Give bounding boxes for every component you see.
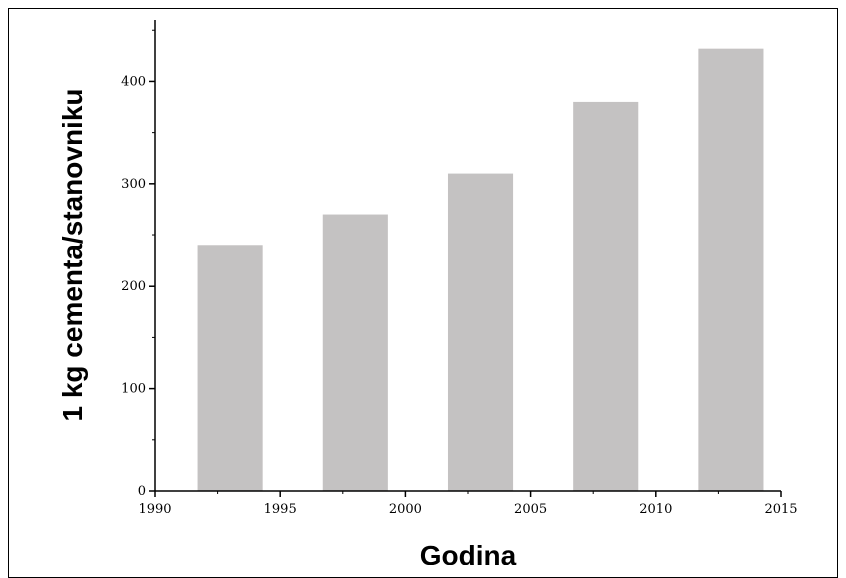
x-tick-label: 2015 <box>764 502 797 517</box>
bar-2003 <box>447 173 514 491</box>
x-tick-label: 2000 <box>389 502 422 517</box>
axes-group: 0 100 200 300 400 1990 1995 2000 2005 2010 2015 <box>121 20 798 517</box>
x-tick-label: 1995 <box>264 502 297 517</box>
x-tick-label: 2010 <box>639 502 672 517</box>
bar-1998 <box>322 214 388 492</box>
y-axis-title: 1 kg cementa/stanovniku <box>57 88 88 421</box>
y-tick-label: 300 <box>121 177 146 192</box>
y-tick-label: 0 <box>138 484 146 499</box>
y-tick-label: 100 <box>121 382 146 397</box>
y-tick-label: 200 <box>121 279 146 294</box>
x-tick-label: 1990 <box>138 502 171 517</box>
x-axis-title: Godina <box>420 540 517 565</box>
bar-2008 <box>573 101 639 492</box>
bars-group <box>197 48 764 492</box>
x-tick-label: 2005 <box>514 502 547 517</box>
y-tick-label: 400 <box>121 74 146 89</box>
bar-1993 <box>197 245 263 491</box>
bar-chart: 0 100 200 300 400 1990 1995 2000 2005 2010 2015 1 … <box>57 20 798 565</box>
bar-2013 <box>698 48 764 492</box>
